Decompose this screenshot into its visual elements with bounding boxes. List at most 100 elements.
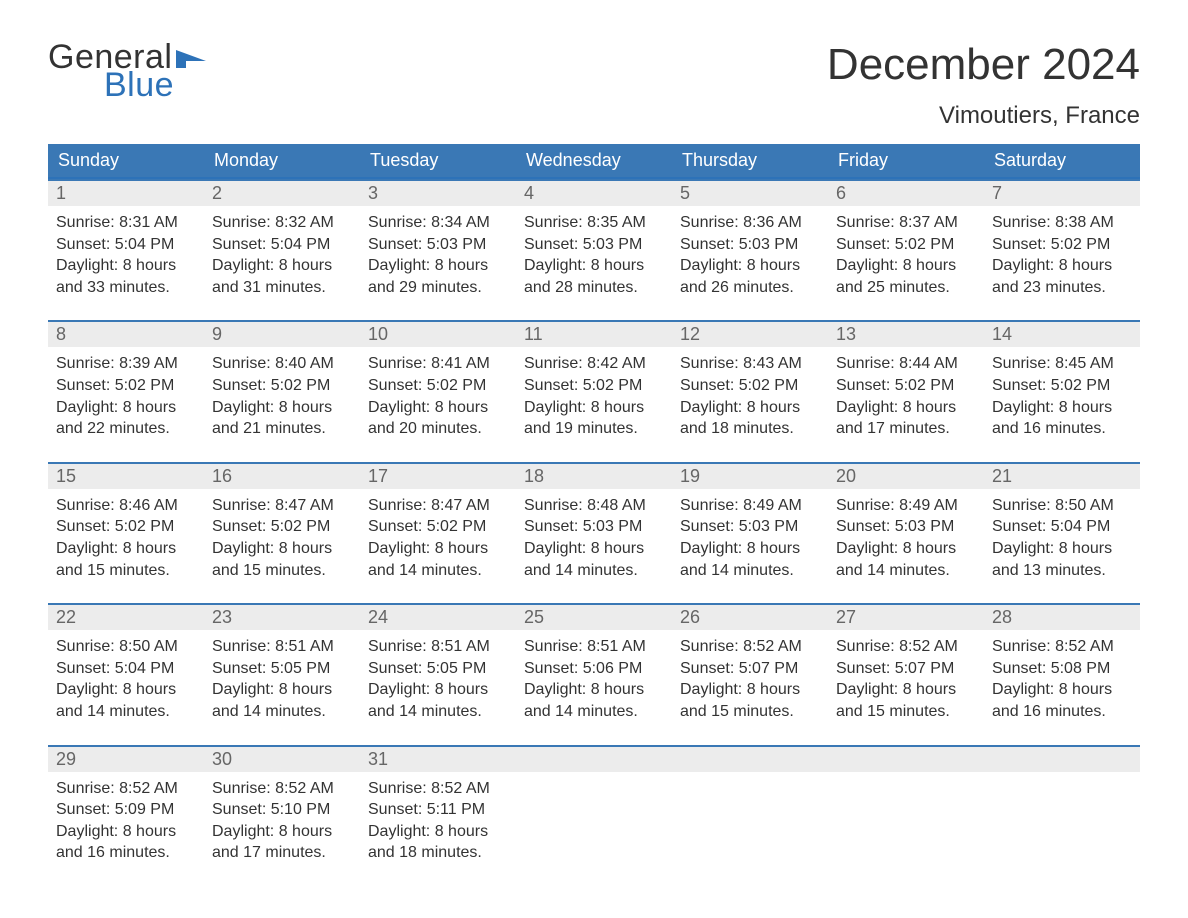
day-body: Sunrise: 8:50 AMSunset: 5:04 PMDaylight:… <box>48 630 204 726</box>
daylight-text: Daylight: 8 hours and 25 minutes. <box>836 255 976 298</box>
day-body <box>984 772 1140 842</box>
day-body: Sunrise: 8:52 AMSunset: 5:11 PMDaylight:… <box>360 772 516 868</box>
daylight-text: Daylight: 8 hours and 14 minutes. <box>56 679 196 722</box>
calendar-day: 4Sunrise: 8:35 AMSunset: 5:03 PMDaylight… <box>516 179 672 302</box>
calendar-day: 31Sunrise: 8:52 AMSunset: 5:11 PMDayligh… <box>360 745 516 868</box>
day-number <box>672 745 828 772</box>
day-number: 30 <box>204 745 360 772</box>
header: General Blue December 2024 Vimoutiers, F… <box>48 40 1140 140</box>
month-title: December 2024 <box>827 40 1140 90</box>
day-body: Sunrise: 8:36 AMSunset: 5:03 PMDaylight:… <box>672 206 828 302</box>
daylight-text: Daylight: 8 hours and 14 minutes. <box>836 538 976 581</box>
calendar: SundayMondayTuesdayWednesdayThursdayFrid… <box>48 144 1140 868</box>
calendar-day: 24Sunrise: 8:51 AMSunset: 5:05 PMDayligh… <box>360 603 516 726</box>
sunrise-text: Sunrise: 8:49 AM <box>836 495 976 517</box>
daylight-text: Daylight: 8 hours and 17 minutes. <box>836 397 976 440</box>
daylight-text: Daylight: 8 hours and 14 minutes. <box>368 538 508 581</box>
day-number: 17 <box>360 462 516 489</box>
sunset-text: Sunset: 5:03 PM <box>524 234 664 256</box>
calendar-week: 15Sunrise: 8:46 AMSunset: 5:02 PMDayligh… <box>48 462 1140 585</box>
calendar-day: 5Sunrise: 8:36 AMSunset: 5:03 PMDaylight… <box>672 179 828 302</box>
sunrise-text: Sunrise: 8:38 AM <box>992 212 1132 234</box>
calendar-day: 21Sunrise: 8:50 AMSunset: 5:04 PMDayligh… <box>984 462 1140 585</box>
sunset-text: Sunset: 5:07 PM <box>680 658 820 680</box>
weekday-label: Thursday <box>672 144 828 177</box>
sunset-text: Sunset: 5:04 PM <box>56 658 196 680</box>
sunset-text: Sunset: 5:03 PM <box>680 516 820 538</box>
day-body: Sunrise: 8:50 AMSunset: 5:04 PMDaylight:… <box>984 489 1140 585</box>
day-body: Sunrise: 8:52 AMSunset: 5:08 PMDaylight:… <box>984 630 1140 726</box>
daylight-text: Daylight: 8 hours and 33 minutes. <box>56 255 196 298</box>
day-body: Sunrise: 8:48 AMSunset: 5:03 PMDaylight:… <box>516 489 672 585</box>
day-body: Sunrise: 8:51 AMSunset: 5:05 PMDaylight:… <box>360 630 516 726</box>
weekday-label: Wednesday <box>516 144 672 177</box>
day-number: 23 <box>204 603 360 630</box>
sunrise-text: Sunrise: 8:36 AM <box>680 212 820 234</box>
daylight-text: Daylight: 8 hours and 15 minutes. <box>212 538 352 581</box>
location: Vimoutiers, France <box>827 102 1140 130</box>
calendar-day: 29Sunrise: 8:52 AMSunset: 5:09 PMDayligh… <box>48 745 204 868</box>
calendar-day: 6Sunrise: 8:37 AMSunset: 5:02 PMDaylight… <box>828 179 984 302</box>
sunrise-text: Sunrise: 8:37 AM <box>836 212 976 234</box>
sunrise-text: Sunrise: 8:32 AM <box>212 212 352 234</box>
day-number: 26 <box>672 603 828 630</box>
daylight-text: Daylight: 8 hours and 14 minutes. <box>680 538 820 581</box>
sunset-text: Sunset: 5:11 PM <box>368 799 508 821</box>
day-body: Sunrise: 8:31 AMSunset: 5:04 PMDaylight:… <box>48 206 204 302</box>
day-body: Sunrise: 8:38 AMSunset: 5:02 PMDaylight:… <box>984 206 1140 302</box>
sunrise-text: Sunrise: 8:52 AM <box>212 778 352 800</box>
calendar-day: 16Sunrise: 8:47 AMSunset: 5:02 PMDayligh… <box>204 462 360 585</box>
day-number: 31 <box>360 745 516 772</box>
day-body: Sunrise: 8:51 AMSunset: 5:05 PMDaylight:… <box>204 630 360 726</box>
sunset-text: Sunset: 5:07 PM <box>836 658 976 680</box>
day-body: Sunrise: 8:46 AMSunset: 5:02 PMDaylight:… <box>48 489 204 585</box>
calendar-day: 15Sunrise: 8:46 AMSunset: 5:02 PMDayligh… <box>48 462 204 585</box>
daylight-text: Daylight: 8 hours and 19 minutes. <box>524 397 664 440</box>
daylight-text: Daylight: 8 hours and 26 minutes. <box>680 255 820 298</box>
day-number: 7 <box>984 179 1140 206</box>
calendar-day: 23Sunrise: 8:51 AMSunset: 5:05 PMDayligh… <box>204 603 360 726</box>
weekday-label: Sunday <box>48 144 204 177</box>
day-body: Sunrise: 8:49 AMSunset: 5:03 PMDaylight:… <box>672 489 828 585</box>
sunset-text: Sunset: 5:02 PM <box>524 375 664 397</box>
day-body: Sunrise: 8:52 AMSunset: 5:07 PMDaylight:… <box>828 630 984 726</box>
sunrise-text: Sunrise: 8:51 AM <box>368 636 508 658</box>
logo-text-blue: Blue <box>104 68 206 102</box>
calendar-day: 18Sunrise: 8:48 AMSunset: 5:03 PMDayligh… <box>516 462 672 585</box>
day-number: 25 <box>516 603 672 630</box>
sunrise-text: Sunrise: 8:47 AM <box>212 495 352 517</box>
sunset-text: Sunset: 5:04 PM <box>212 234 352 256</box>
sunrise-text: Sunrise: 8:52 AM <box>368 778 508 800</box>
sunset-text: Sunset: 5:02 PM <box>836 234 976 256</box>
daylight-text: Daylight: 8 hours and 22 minutes. <box>56 397 196 440</box>
day-number: 16 <box>204 462 360 489</box>
day-number: 2 <box>204 179 360 206</box>
calendar-day: 14Sunrise: 8:45 AMSunset: 5:02 PMDayligh… <box>984 320 1140 443</box>
calendar-day: 28Sunrise: 8:52 AMSunset: 5:08 PMDayligh… <box>984 603 1140 726</box>
day-number <box>516 745 672 772</box>
sunset-text: Sunset: 5:09 PM <box>56 799 196 821</box>
day-number: 27 <box>828 603 984 630</box>
day-body: Sunrise: 8:32 AMSunset: 5:04 PMDaylight:… <box>204 206 360 302</box>
weekday-label: Monday <box>204 144 360 177</box>
sunset-text: Sunset: 5:02 PM <box>212 516 352 538</box>
daylight-text: Daylight: 8 hours and 17 minutes. <box>212 821 352 864</box>
sunrise-text: Sunrise: 8:45 AM <box>992 353 1132 375</box>
sunrise-text: Sunrise: 8:52 AM <box>56 778 196 800</box>
sunrise-text: Sunrise: 8:49 AM <box>680 495 820 517</box>
sunrise-text: Sunrise: 8:34 AM <box>368 212 508 234</box>
weekday-label: Saturday <box>984 144 1140 177</box>
sunset-text: Sunset: 5:02 PM <box>56 375 196 397</box>
day-body: Sunrise: 8:47 AMSunset: 5:02 PMDaylight:… <box>204 489 360 585</box>
sunrise-text: Sunrise: 8:35 AM <box>524 212 664 234</box>
daylight-text: Daylight: 8 hours and 28 minutes. <box>524 255 664 298</box>
weekday-label: Tuesday <box>360 144 516 177</box>
calendar-week: 8Sunrise: 8:39 AMSunset: 5:02 PMDaylight… <box>48 320 1140 443</box>
day-body: Sunrise: 8:51 AMSunset: 5:06 PMDaylight:… <box>516 630 672 726</box>
calendar-day: 17Sunrise: 8:47 AMSunset: 5:02 PMDayligh… <box>360 462 516 585</box>
sunset-text: Sunset: 5:02 PM <box>368 516 508 538</box>
sunrise-text: Sunrise: 8:46 AM <box>56 495 196 517</box>
daylight-text: Daylight: 8 hours and 18 minutes. <box>368 821 508 864</box>
sunrise-text: Sunrise: 8:51 AM <box>524 636 664 658</box>
sunset-text: Sunset: 5:02 PM <box>680 375 820 397</box>
